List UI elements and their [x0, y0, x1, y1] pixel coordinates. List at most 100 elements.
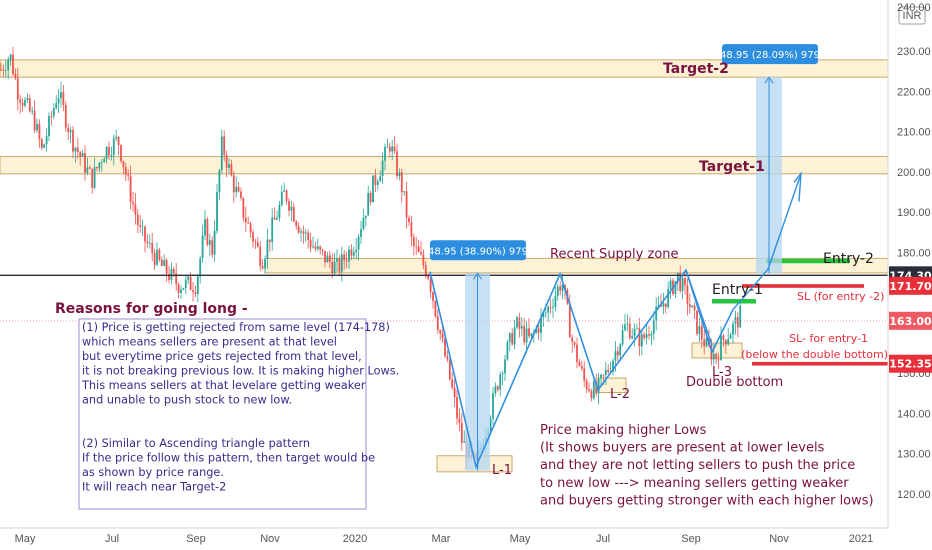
candle-body [67, 127, 70, 133]
y-tick-label: 210.00 [897, 127, 931, 139]
candle-body [204, 219, 206, 236]
candle [139, 214, 142, 233]
candle [338, 254, 341, 277]
candle-body [427, 275, 430, 279]
candle-body [81, 152, 84, 157]
candle [691, 305, 694, 308]
candle [240, 187, 242, 201]
candle [398, 168, 401, 181]
candle [256, 236, 259, 248]
candle [604, 361, 607, 386]
candle-body [700, 326, 703, 340]
candle [326, 251, 329, 263]
candle-body [79, 152, 82, 157]
measure-label: 48.95 (38.90%) 979 [428, 246, 528, 257]
candle [520, 317, 523, 337]
candle [285, 189, 288, 205]
candle-body [254, 241, 257, 243]
candle [638, 317, 641, 357]
candle-body [664, 303, 667, 307]
candle-body [165, 259, 168, 275]
candle [693, 302, 696, 320]
candle-body [559, 286, 562, 291]
candle-body [408, 217, 410, 223]
y-tick-label: 200.00 [897, 167, 931, 179]
candle-body [489, 418, 492, 431]
candle-body [19, 99, 22, 103]
candle [631, 328, 634, 340]
candle-body [2, 69, 5, 71]
y-tick-label: 120.00 [897, 489, 931, 501]
candle-body [151, 242, 154, 254]
candle [132, 191, 134, 212]
candle [648, 325, 650, 340]
l2-label: L-2 [610, 387, 630, 402]
candle-body [417, 246, 420, 253]
candle [513, 320, 516, 350]
candle-body [422, 254, 425, 266]
candle [38, 119, 41, 148]
candle-body [496, 386, 499, 390]
candle [528, 317, 530, 339]
candle-body [547, 307, 550, 313]
candle [9, 53, 12, 66]
candle-body [216, 192, 218, 231]
candle [177, 282, 180, 299]
candle [640, 329, 643, 356]
x-tick-label: Sep [186, 533, 206, 545]
candle-body [681, 277, 684, 291]
candle-body [720, 335, 722, 360]
top-scale-partial-label: 240.00 [897, 2, 931, 14]
candle-body [338, 258, 341, 272]
candle-body [424, 265, 427, 276]
candle-body [117, 136, 120, 146]
candle-body [698, 326, 701, 335]
candle-body [100, 162, 103, 164]
candle-body [350, 249, 353, 256]
candle-body [110, 155, 113, 156]
candle-body [506, 342, 509, 360]
candle-body [348, 249, 350, 262]
candle-body [568, 303, 571, 338]
projection-line [732, 176, 801, 311]
candle [321, 248, 324, 256]
reasons-line: as shown by price range. [82, 466, 224, 479]
candle [434, 300, 437, 319]
candle-body [144, 226, 146, 242]
candle [367, 185, 370, 216]
candle-body [122, 161, 125, 168]
candle-body [112, 138, 115, 156]
candle-body [146, 241, 149, 244]
candle-body [528, 328, 530, 337]
candle [218, 168, 221, 201]
candle [429, 275, 432, 298]
candle [16, 67, 19, 111]
candle [144, 225, 146, 253]
candle-body [645, 334, 648, 338]
candle [79, 150, 82, 166]
candle [501, 370, 504, 386]
candle [355, 238, 358, 259]
candle [592, 376, 595, 401]
currency-label: INR [903, 10, 922, 22]
candle [182, 287, 185, 291]
candle-body [523, 326, 526, 343]
candle-body [247, 222, 250, 224]
candle-body [271, 217, 274, 242]
candle-body [456, 397, 458, 419]
candle-body [367, 192, 370, 216]
candle-body [360, 229, 362, 237]
candle-body [717, 359, 720, 361]
candle-body [345, 260, 348, 262]
candle-body [38, 123, 41, 140]
candle-body [624, 324, 626, 331]
candle [108, 141, 110, 160]
candle-body [590, 391, 593, 399]
candle-body [132, 202, 134, 205]
candle-body [556, 286, 559, 296]
price-label-bg [889, 354, 932, 373]
candle-body [453, 387, 456, 398]
candle-body [655, 306, 658, 321]
candle-body [643, 334, 646, 338]
candle [292, 202, 295, 223]
